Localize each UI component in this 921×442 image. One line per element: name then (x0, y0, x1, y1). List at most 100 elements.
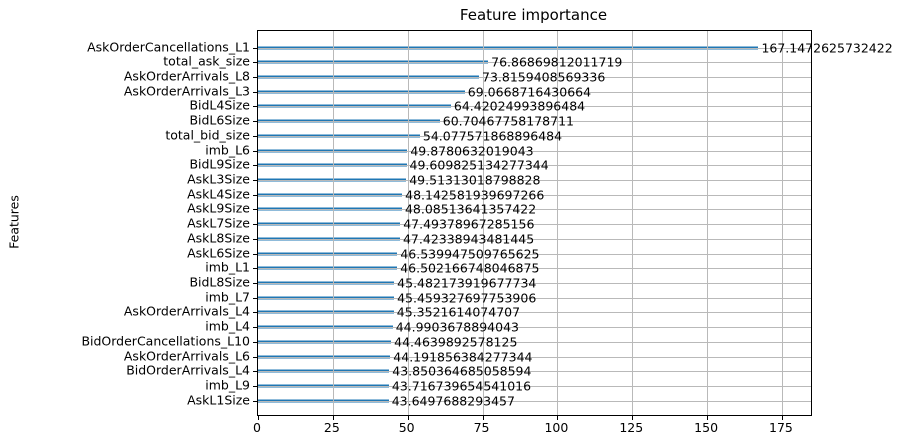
h-gridline (258, 135, 811, 137)
x-tick-mark (407, 415, 409, 420)
bar-value-label: 64.42024993896484 (453, 98, 586, 114)
h-gridline (258, 180, 811, 182)
h-gridline (258, 341, 811, 343)
x-tick-mark (258, 415, 259, 420)
y-tick-label: imb_L1 (205, 259, 250, 275)
y-tick-mark (253, 77, 258, 79)
y-tick-label: BidL8Size (189, 274, 250, 290)
y-tick-mark (253, 268, 258, 270)
y-tick-label: BidL9Size (189, 156, 250, 172)
v-gridline (407, 31, 409, 415)
y-tick-mark (253, 400, 258, 402)
bar-value-label: 49.609825134277344 (409, 157, 549, 173)
h-gridline (258, 400, 811, 402)
bar-value-label: 44.9903678894043 (395, 319, 519, 335)
bar-value-label: 45.482173919677734 (397, 275, 537, 291)
h-gridline (258, 268, 811, 270)
h-gridline (258, 356, 811, 358)
x-tick-label: 150 (694, 420, 719, 435)
y-tick-label: total_ask_size (163, 53, 250, 69)
v-gridline (332, 31, 334, 415)
y-tick-mark (253, 312, 258, 314)
v-gridline (781, 31, 783, 415)
v-gridline (482, 31, 484, 415)
y-tick-label: AskL1Size (187, 392, 250, 408)
h-gridline (258, 297, 811, 299)
y-tick-mark (253, 165, 258, 167)
y-tick-label: AskL7Size (187, 215, 250, 231)
y-tick-mark (253, 356, 258, 358)
x-tick-label: 100 (544, 420, 569, 435)
y-tick-mark (253, 327, 258, 329)
chart-title: Feature importance (459, 6, 608, 24)
y-tick-mark (253, 91, 258, 93)
v-gridline (707, 31, 709, 415)
y-tick-label: AskOrderArrivals_L3 (123, 83, 250, 99)
y-tick-mark (253, 135, 258, 137)
y-axis-tick-labels: AskOrderCancellations_L1 total_ask_size As… (0, 30, 257, 414)
y-tick-mark (253, 62, 258, 64)
h-gridline (258, 224, 811, 226)
x-tick-label: 25 (323, 420, 340, 435)
x-tick-label: 175 (769, 420, 793, 435)
x-tick-mark (707, 415, 709, 420)
h-gridline (258, 283, 811, 285)
x-tick-mark (332, 415, 334, 420)
x-tick-label: 125 (619, 420, 644, 435)
y-tick-label: imb_L4 (205, 318, 250, 334)
h-gridline (258, 386, 811, 388)
h-gridline (258, 194, 811, 196)
y-tick-label: imb_L7 (205, 289, 250, 305)
y-tick-mark (253, 150, 258, 152)
y-tick-label: AskL8Size (187, 230, 250, 246)
y-tick-mark (253, 209, 258, 211)
h-gridline (258, 165, 811, 167)
bar-value-label: 76.86869812011719 (491, 54, 623, 70)
y-tick-mark (253, 283, 258, 285)
y-tick-mark (253, 297, 258, 299)
bar-value-label: 46.539947509765625 (400, 246, 540, 262)
v-gridline (632, 31, 634, 415)
h-gridline (258, 209, 811, 211)
x-tick-label: 0 (253, 420, 261, 435)
y-tick-label: AskOrderArrivals_L8 (123, 68, 250, 84)
y-tick-mark (253, 386, 258, 388)
y-tick-mark (253, 194, 258, 196)
y-tick-label: AskOrderArrivals_L6 (123, 348, 250, 364)
plot-area: 167.1472625732422 76.86869812011719 73.815… (253, 30, 893, 420)
x-tick-label: 50 (398, 420, 415, 435)
y-tick-label: BidL6Size (189, 112, 250, 128)
x-tick-mark (781, 415, 783, 420)
bar-value-label: 49.51313018798828 (409, 172, 541, 188)
y-tick-mark (253, 121, 258, 123)
bar-value-label: 44.4639892578125 (394, 334, 518, 350)
bar-value-label: 43.6497688293457 (391, 393, 515, 409)
h-gridline (258, 253, 811, 255)
y-tick-mark (253, 253, 258, 255)
h-gridline (258, 47, 811, 49)
bar-value-label: 48.08513641357422 (404, 201, 537, 217)
bar-value-label: 44.191856384277344 (393, 349, 533, 365)
bar-value-label: 69.0668716430664 (467, 84, 592, 100)
x-tick-mark (632, 415, 634, 420)
y-tick-mark (253, 47, 258, 49)
y-tick-label: AskL6Size (187, 245, 250, 261)
bar-value-label: 54.077571868896484 (422, 128, 563, 144)
x-tick-mark (557, 415, 559, 420)
bar-value-label: 47.42338943481445 (402, 231, 535, 247)
bar-value-label: 43.716739654541016 (391, 378, 532, 394)
y-tick-label: imb_L9 (205, 377, 250, 393)
y-tick-mark (253, 224, 258, 226)
y-tick-label: AskL9Size (187, 200, 250, 216)
x-tick-mark (482, 415, 484, 420)
h-gridline (258, 121, 811, 123)
y-tick-label: AskOrderArrivals_L4 (123, 303, 250, 319)
bar-value-label: 45.459327697753906 (397, 290, 537, 306)
h-gridline (258, 371, 811, 373)
bar-value-label: 48.142581939697266 (405, 187, 545, 203)
h-gridline (258, 106, 811, 108)
x-tick-label: 75 (473, 420, 490, 435)
y-tick-label: BidOrderCancellations_L10 (81, 333, 250, 349)
bar-value-label: 46.502166748046875 (400, 260, 540, 276)
y-tick-label: total_bid_size (165, 127, 250, 143)
